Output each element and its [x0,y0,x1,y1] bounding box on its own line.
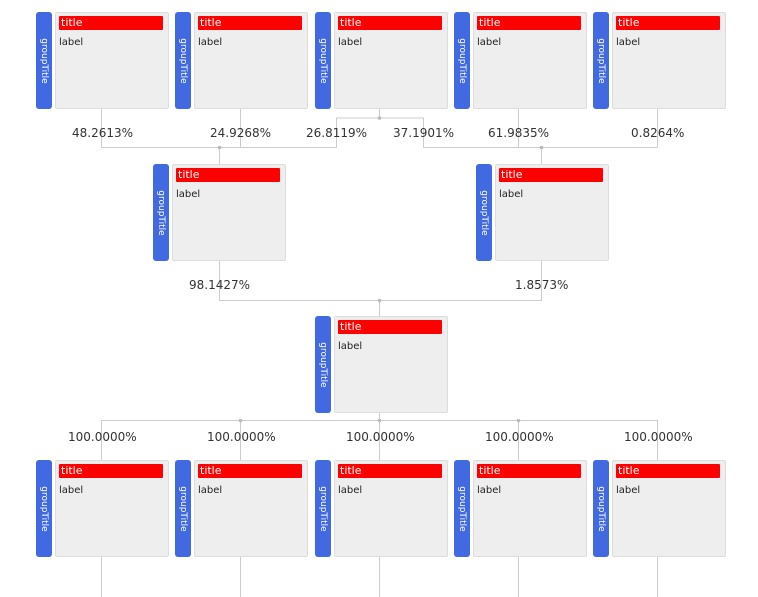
org-node[interactable]: groupTitle title label [454,460,587,557]
group-title-bar: groupTitle [454,12,470,109]
group-title: groupTitle [318,341,328,388]
node-title: title [338,464,442,478]
node-label: label [499,189,524,200]
edge-percent: 26.8119% [306,126,368,140]
group-title: groupTitle [457,37,467,84]
group-title-bar: groupTitle [454,460,470,557]
org-node[interactable]: groupTitle title label [315,12,448,109]
group-title-bar: groupTitle [36,460,52,557]
node-title: title [176,168,280,182]
node-label: label [616,37,641,48]
edge-percent: 48.2613% [72,126,134,140]
group-title-bar: groupTitle [36,12,52,109]
node-card: title label [334,316,448,413]
edge-percent: 24.9268% [210,126,272,140]
org-node[interactable]: groupTitle title label [175,12,308,109]
node-title: title [616,464,720,478]
group-title: groupTitle [178,485,188,532]
node-title: title [338,320,442,334]
node-title: title [477,464,581,478]
node-title: title [198,464,302,478]
group-title-bar: groupTitle [315,460,331,557]
edge-percent: 98.1427% [189,278,251,292]
org-node[interactable]: groupTitle title label [36,12,169,109]
node-label: label [477,37,502,48]
edge-percent: 1.8573% [515,278,569,292]
group-title: groupTitle [39,37,49,84]
node-title: title [198,16,302,30]
org-node[interactable]: groupTitle title label [454,12,587,109]
edge-percent: 61.9835% [488,126,550,140]
node-card: title label [55,460,169,557]
node-card: title label [55,12,169,109]
edge-percent: 100.0000% [68,430,137,444]
group-title-bar: groupTitle [175,460,191,557]
node-label: label [477,485,502,496]
org-node[interactable]: groupTitle title label [153,164,286,261]
group-title-bar: groupTitle [153,164,169,261]
edge-percent: 100.0000% [346,430,415,444]
node-label: label [198,37,223,48]
node-card: title label [334,460,448,557]
group-title: groupTitle [457,485,467,532]
org-node[interactable]: groupTitle title label [593,460,726,557]
node-label: label [59,37,84,48]
node-card: title label [172,164,286,261]
org-node-root[interactable]: groupTitle title label [315,316,448,413]
group-title-bar: groupTitle [476,164,492,261]
group-title-bar: groupTitle [315,316,331,413]
org-node[interactable]: groupTitle title label [593,12,726,109]
edge-percent: 0.8264% [631,126,685,140]
node-title: title [616,16,720,30]
node-label: label [198,485,223,496]
group-title: groupTitle [156,189,166,236]
node-card: title label [334,12,448,109]
group-title: groupTitle [596,37,606,84]
node-label: label [616,485,641,496]
node-card: title label [612,460,726,557]
node-title: title [59,464,163,478]
node-label: label [338,485,363,496]
node-label: label [338,37,363,48]
group-title: groupTitle [39,485,49,532]
group-title: groupTitle [596,485,606,532]
node-card: title label [473,12,587,109]
group-title-bar: groupTitle [315,12,331,109]
group-title: groupTitle [178,37,188,84]
node-label: label [176,189,201,200]
group-title: groupTitle [479,189,489,236]
node-card: title label [194,12,308,109]
group-title: groupTitle [318,485,328,532]
group-title-bar: groupTitle [593,460,609,557]
node-card: title label [495,164,609,261]
edge-percent: 100.0000% [624,430,693,444]
node-card: title label [194,460,308,557]
node-title: title [338,16,442,30]
group-title-bar: groupTitle [593,12,609,109]
org-node[interactable]: groupTitle title label [315,460,448,557]
group-title: groupTitle [318,37,328,84]
node-title: title [59,16,163,30]
edge-percent: 100.0000% [207,430,276,444]
node-card: title label [473,460,587,557]
edge-percent: 37.1901% [393,126,455,140]
node-title: title [477,16,581,30]
node-label: label [338,341,363,352]
node-card: title label [612,12,726,109]
org-node[interactable]: groupTitle title label [36,460,169,557]
node-label: label [59,485,84,496]
group-title-bar: groupTitle [175,12,191,109]
node-title: title [499,168,603,182]
org-node[interactable]: groupTitle title label [476,164,609,261]
org-node[interactable]: groupTitle title label [175,460,308,557]
edge-percent: 100.0000% [485,430,554,444]
